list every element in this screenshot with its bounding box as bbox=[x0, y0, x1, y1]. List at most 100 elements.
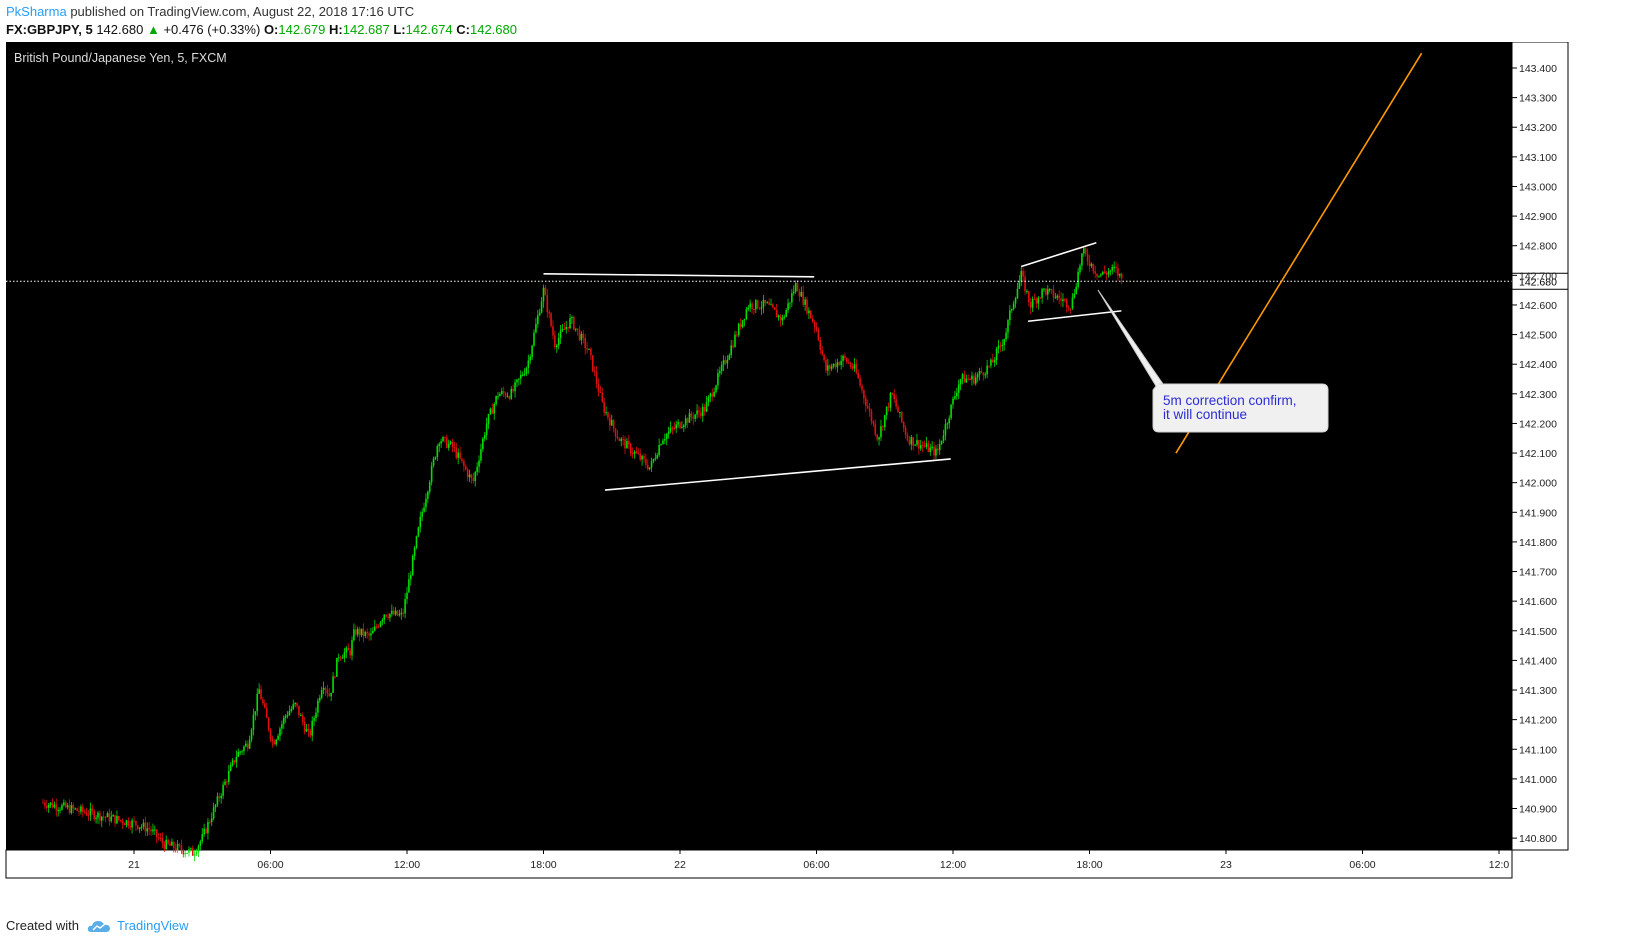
candle bbox=[265, 702, 268, 718]
candle bbox=[682, 423, 685, 432]
candle bbox=[567, 326, 569, 332]
time-axis[interactable] bbox=[5, 849, 1513, 879]
symbol-label[interactable]: FX:GBPJPY, 5 bbox=[6, 22, 93, 37]
candle bbox=[326, 684, 329, 698]
candle bbox=[961, 372, 964, 385]
candle bbox=[419, 511, 422, 533]
candle bbox=[337, 653, 340, 662]
candle bbox=[864, 394, 867, 413]
candle bbox=[828, 364, 831, 376]
candle bbox=[116, 810, 118, 825]
candle bbox=[557, 332, 560, 350]
candle bbox=[1098, 275, 1100, 278]
candle bbox=[1120, 272, 1123, 285]
candle bbox=[133, 816, 135, 823]
candle bbox=[821, 345, 823, 357]
flag-lower-line[interactable] bbox=[1027, 310, 1122, 323]
author-link[interactable]: PkSharma bbox=[6, 4, 67, 19]
candle bbox=[582, 330, 585, 344]
candle bbox=[889, 391, 892, 412]
candle bbox=[1073, 289, 1076, 299]
candle bbox=[658, 438, 660, 457]
y-axis-ticks: 143.400 143.300 143.200 143.100 143.000 142.9… bbox=[1512, 63, 1557, 845]
candle bbox=[533, 329, 535, 347]
y-tick-label: 141.500 bbox=[1519, 626, 1557, 638]
candle bbox=[770, 298, 772, 306]
candle bbox=[1058, 290, 1060, 304]
high-value: 142.687 bbox=[342, 22, 390, 37]
candle bbox=[885, 406, 888, 420]
candle bbox=[55, 798, 58, 817]
candle bbox=[654, 452, 657, 461]
candle bbox=[971, 371, 973, 386]
candle bbox=[381, 617, 384, 626]
candle bbox=[992, 353, 994, 363]
candle bbox=[440, 438, 442, 448]
y-tick-label: 143.200 bbox=[1519, 122, 1557, 134]
candle bbox=[210, 812, 213, 826]
chart-title: British Pound/Japanese Yen, 5, FXCM bbox=[14, 51, 227, 65]
candle bbox=[61, 803, 63, 811]
candle bbox=[205, 827, 207, 835]
y-tick-label: 143.100 bbox=[1519, 152, 1557, 164]
candle bbox=[146, 822, 149, 836]
candle bbox=[199, 839, 202, 850]
resistance-trendline[interactable] bbox=[543, 273, 815, 278]
candle bbox=[487, 413, 490, 430]
flag-upper-line[interactable] bbox=[1021, 241, 1097, 268]
candle bbox=[730, 339, 732, 358]
candle bbox=[468, 469, 471, 482]
candle bbox=[988, 365, 990, 369]
candle bbox=[1052, 284, 1055, 303]
candle bbox=[525, 366, 528, 377]
candle bbox=[235, 750, 238, 768]
candle bbox=[269, 728, 272, 743]
candle bbox=[64, 800, 67, 809]
candle bbox=[548, 309, 550, 319]
candle bbox=[597, 378, 600, 397]
candle bbox=[1086, 248, 1089, 266]
candle bbox=[918, 439, 920, 455]
candle bbox=[679, 421, 681, 430]
candle bbox=[963, 370, 966, 383]
candle bbox=[978, 367, 981, 381]
price-axis[interactable] bbox=[1511, 42, 1569, 851]
candle bbox=[1079, 263, 1081, 275]
candle bbox=[1092, 263, 1095, 275]
candle bbox=[550, 311, 552, 328]
candle bbox=[904, 424, 907, 439]
candle bbox=[438, 442, 441, 453]
candle bbox=[622, 435, 624, 446]
candle bbox=[273, 739, 276, 745]
candle bbox=[673, 421, 676, 431]
candle bbox=[246, 740, 249, 752]
candle bbox=[91, 804, 94, 815]
support-trendline[interactable] bbox=[604, 458, 951, 491]
price-chart[interactable]: 142.680 143.400143.300143.200143.100143.… bbox=[0, 42, 1627, 912]
candle bbox=[1024, 270, 1026, 295]
candle bbox=[425, 493, 427, 512]
candle bbox=[1065, 298, 1068, 313]
x-tick-label: 18:00 bbox=[530, 859, 556, 871]
candle bbox=[840, 354, 842, 370]
candle bbox=[349, 648, 351, 659]
candle bbox=[1077, 267, 1079, 290]
candle bbox=[258, 683, 260, 694]
candle bbox=[561, 324, 564, 332]
candle bbox=[1094, 265, 1096, 279]
candle bbox=[811, 314, 814, 324]
candle bbox=[825, 357, 827, 374]
candle bbox=[944, 419, 947, 441]
candle bbox=[518, 378, 520, 386]
candle bbox=[80, 804, 82, 815]
plot-area[interactable] bbox=[6, 42, 1512, 850]
tradingview-brand-link[interactable]: TradingView bbox=[116, 918, 189, 933]
candle bbox=[652, 458, 655, 464]
candle bbox=[108, 808, 111, 826]
callout: 5m correction confirm, it will continue bbox=[1097, 289, 1329, 433]
candle bbox=[195, 848, 198, 857]
candle bbox=[1045, 288, 1047, 297]
y-tick-label: 141.600 bbox=[1519, 596, 1557, 608]
candle bbox=[948, 415, 951, 429]
candle bbox=[45, 799, 48, 812]
